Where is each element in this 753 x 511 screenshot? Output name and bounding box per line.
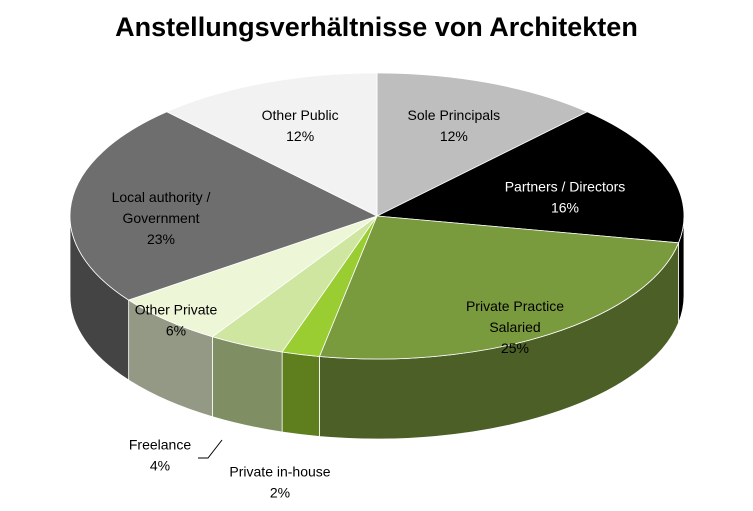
pie-tops — [69, 72, 685, 360]
slice-value-partners-directors: 16% — [551, 200, 579, 216]
slice-label-partners-directors: Partners / Directors 16% — [505, 179, 626, 216]
slice-label-other-private: Other Private 6% — [135, 302, 218, 339]
slice-label-other-public: Other Public 12% — [262, 107, 339, 144]
slice-name-local-authority-government: Government — [122, 210, 199, 226]
slice-name-other-public: Other Public — [262, 107, 339, 123]
pie-labels: Sole Principals 12% Partners / Directors 16… — [112, 107, 626, 500]
slice-label-sole-principals: Sole Principals 12% — [408, 107, 501, 144]
slice-private-practice-salaried — [318, 215, 680, 360]
slice-name-local-authority-government: Local authority / — [112, 189, 211, 205]
slice-sole-principals — [376, 72, 589, 217]
leader-line-freelance — [198, 439, 223, 459]
slice-value-local-authority-government: 23% — [147, 231, 175, 247]
slice-name-partners-directors: Partners / Directors — [505, 179, 626, 195]
slice-name-freelance: Freelance — [129, 437, 191, 453]
slice-label-local-authority-government: Local authority / Government 23% — [112, 189, 211, 247]
slice-name-private-practice-salaried: Private Practice — [466, 298, 564, 314]
slice-value-sole-principals: 12% — [440, 128, 468, 144]
slice-name-private-practice-salaried: Salaried — [489, 319, 540, 335]
slice-other-public — [165, 72, 378, 217]
slice-name-sole-principals: Sole Principals — [408, 107, 501, 123]
slice-label-private-in-house: Private in-house 2% — [229, 464, 330, 501]
slice-value-private-practice-salaried: 25% — [501, 340, 529, 356]
slice-value-other-private: 6% — [166, 323, 186, 339]
slice-value-private-in-house: 2% — [270, 485, 290, 501]
slice-name-other-private: Other Private — [135, 302, 218, 318]
slice-side-freelance — [212, 336, 283, 433]
slice-partners-directors — [375, 111, 685, 244]
chart-title: Anstellungsverhältnisse von Architekten — [115, 12, 638, 42]
pie-sides — [69, 215, 685, 440]
slice-side-private-in-house — [281, 351, 320, 437]
slice-label-private-practice-salaried: Private Practice Salaried 25% — [466, 298, 564, 356]
slice-name-private-in-house: Private in-house — [229, 464, 330, 480]
slice-value-freelance: 4% — [150, 458, 170, 474]
slice-label-freelance: Freelance 4% — [129, 437, 191, 474]
slice-local-authority-government — [69, 111, 379, 301]
slice-value-other-public: 12% — [286, 128, 314, 144]
